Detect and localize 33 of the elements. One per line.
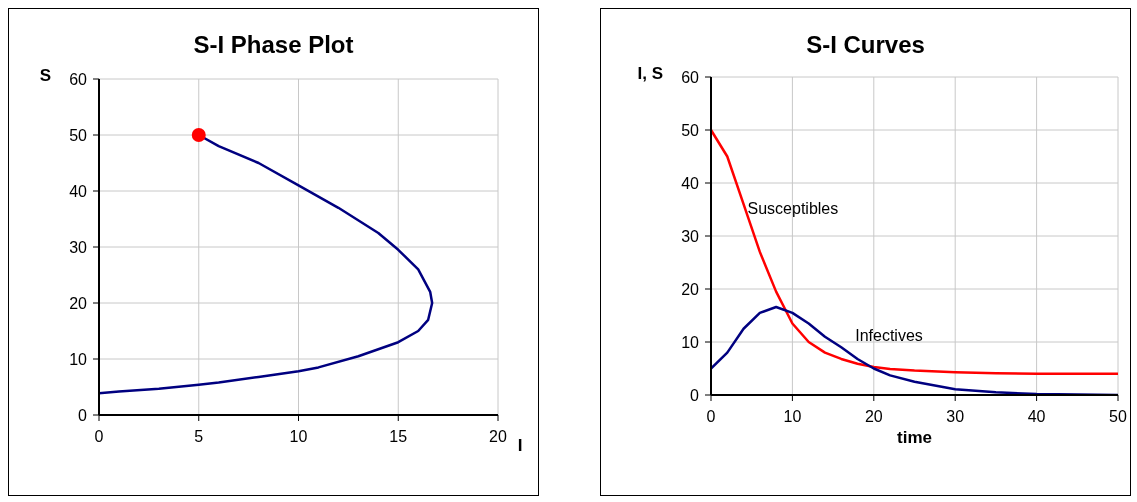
y-tick-label: 30: [681, 227, 700, 245]
y-tick-label: 40: [69, 182, 88, 200]
x-tick-label: 10: [783, 408, 802, 426]
y-axis-title: S: [39, 66, 51, 85]
y-tick-label: 20: [681, 280, 700, 298]
y-tick-label: 50: [69, 126, 88, 144]
x-tick-label: 40: [1027, 408, 1046, 426]
y-tick-label: 50: [681, 121, 700, 139]
x-tick-label: 15: [389, 428, 408, 446]
y-tick-label: 0: [690, 386, 700, 404]
x-tick-label: 50: [1109, 408, 1127, 426]
y-tick-label: 60: [681, 68, 700, 86]
chart-title: S-I Curves: [805, 31, 926, 59]
series-label: Infectives: [855, 327, 923, 345]
y-axis-title: I, S: [637, 64, 663, 83]
x-tick-label: 5: [194, 428, 204, 446]
y-tick-label: 10: [69, 350, 88, 368]
x-tick-label: 20: [864, 408, 883, 426]
y-tick-label: 20: [69, 294, 88, 312]
y-tick-label: 10: [681, 333, 700, 351]
x-tick-label: 0: [706, 408, 716, 426]
x-tick-label: 10: [289, 428, 308, 446]
series-label: Susceptibles: [747, 200, 839, 218]
chart-title: S-I Phase Plot: [192, 31, 355, 59]
x-tick-label: 0: [94, 428, 104, 446]
y-tick-label: 30: [69, 238, 88, 256]
y-tick-label: 40: [681, 174, 700, 192]
x-tick-label: 20: [489, 428, 507, 446]
y-tick-label: 60: [69, 70, 88, 88]
x-axis-title: I: [517, 436, 523, 455]
line-series: [711, 128, 1118, 376]
x-axis-title: time: [897, 428, 932, 447]
x-tick-label: 30: [946, 408, 965, 426]
